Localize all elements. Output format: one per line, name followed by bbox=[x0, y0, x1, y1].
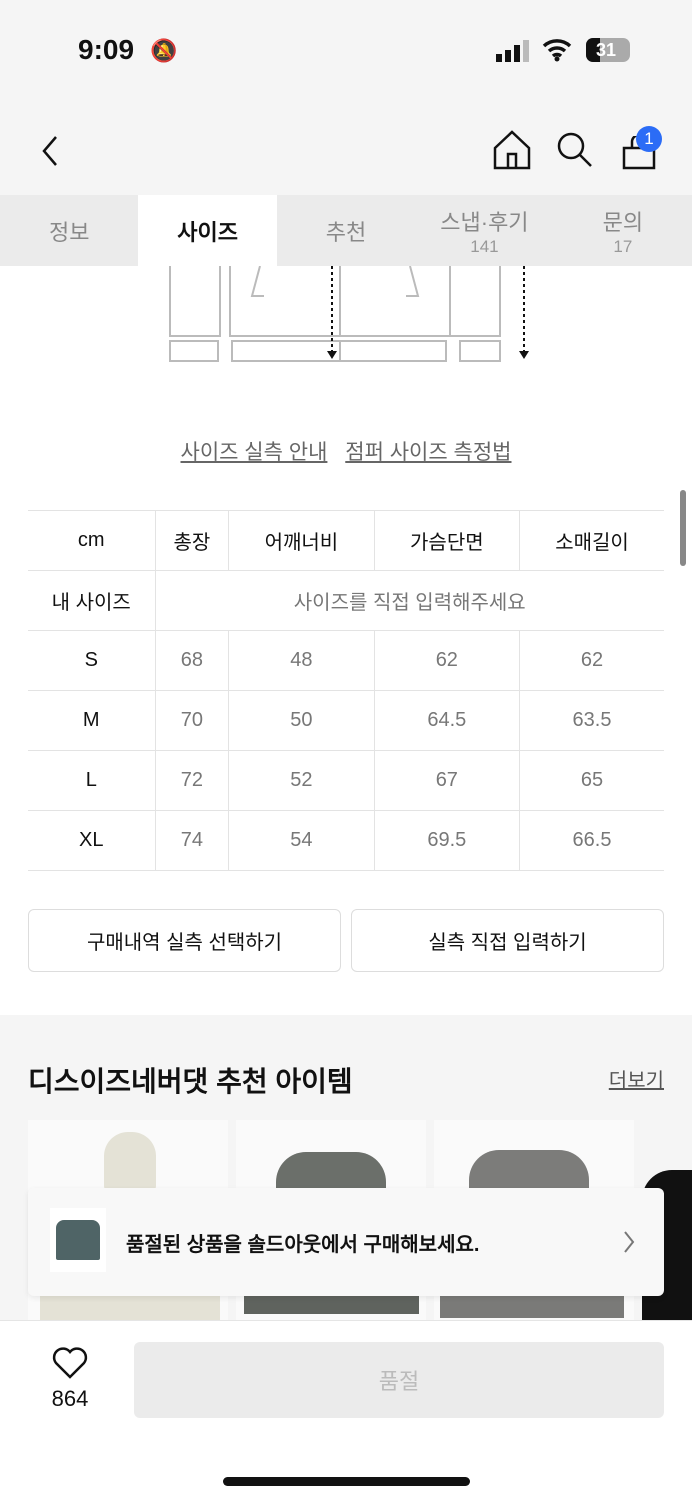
cell: 65 bbox=[519, 750, 664, 811]
cell: 50 bbox=[228, 690, 375, 751]
soldout-button[interactable]: 품절 bbox=[134, 1342, 664, 1418]
tab-snap-review[interactable]: 스냅·후기 141 bbox=[415, 195, 553, 266]
chevron-right-icon bbox=[624, 1231, 635, 1253]
soldout-toast[interactable]: 품절된 상품을 솔드아웃에서 구매해보세요. bbox=[28, 1188, 664, 1296]
table-row: S 68 48 62 62 bbox=[28, 630, 664, 691]
tab-label: 정보 bbox=[48, 219, 90, 245]
cell: 74 bbox=[154, 810, 229, 871]
like-count: 864 bbox=[51, 1386, 89, 1411]
header-cell: cm bbox=[28, 510, 156, 571]
recommend-title: 디스이즈네버댓 추천 아이템 bbox=[28, 1066, 353, 1097]
home-indicator[interactable] bbox=[223, 1477, 470, 1486]
cell: 70 bbox=[154, 690, 229, 751]
tab-count: 17 bbox=[613, 236, 633, 256]
cell: XL bbox=[28, 810, 156, 871]
home-icon[interactable] bbox=[493, 130, 531, 170]
tab-label: 사이즈 bbox=[177, 219, 238, 245]
toast-thumbnail bbox=[50, 1208, 106, 1272]
battery-icon: 31 bbox=[586, 38, 630, 62]
jacket-measure-diagram bbox=[169, 266, 529, 362]
manual-input-button[interactable]: 실측 직접 입력하기 bbox=[351, 909, 664, 972]
tab-label: 추천 bbox=[325, 219, 367, 245]
status-bar: 9:09 🔕 31 bbox=[0, 0, 692, 100]
my-size-label: 내 사이즈 bbox=[28, 570, 156, 631]
size-links: 사이즈 실측 안내 점퍼 사이즈 측정법 bbox=[0, 436, 692, 466]
cell: 54 bbox=[228, 810, 375, 871]
back-icon[interactable] bbox=[38, 135, 62, 167]
cell: 52 bbox=[228, 750, 375, 811]
cell: 63.5 bbox=[519, 690, 664, 751]
top-nav: 1 bbox=[0, 100, 692, 195]
header-cell: 어깨너비 bbox=[228, 510, 375, 571]
header-cell: 총장 bbox=[154, 510, 229, 571]
cell: 62 bbox=[519, 630, 664, 691]
table-row: M 70 50 64.5 63.5 bbox=[28, 690, 664, 751]
my-size-row[interactable]: 내 사이즈 사이즈를 직접 입력해주세요 bbox=[28, 570, 664, 631]
tab-info[interactable]: 정보 bbox=[0, 195, 138, 266]
tab-label: 문의 bbox=[602, 209, 644, 235]
cell: S bbox=[28, 630, 156, 691]
heart-icon[interactable] bbox=[52, 1346, 88, 1380]
tab-size[interactable]: 사이즈 bbox=[138, 195, 277, 266]
cell: 66.5 bbox=[519, 810, 664, 871]
tab-inquiry[interactable]: 문의 17 bbox=[554, 195, 692, 266]
size-table: cm 총장 어깨너비 가슴단면 소매길이 내 사이즈 사이즈를 직접 입력해주세… bbox=[28, 510, 664, 871]
tab-bar: 정보 사이즈 추천 스냅·후기 141 문의 17 bbox=[0, 195, 692, 266]
cell: 64.5 bbox=[373, 690, 520, 751]
cell: 48 bbox=[228, 630, 375, 691]
measure-method-link[interactable]: 점퍼 사이즈 측정법 bbox=[345, 441, 512, 464]
cell: 67 bbox=[373, 750, 520, 811]
product-image bbox=[104, 1132, 156, 1192]
clock: 9:09 bbox=[78, 34, 135, 65]
header-cell: 소매길이 bbox=[519, 510, 664, 571]
cell: L bbox=[28, 750, 156, 811]
cart-badge: 1 bbox=[636, 126, 662, 152]
scrollbar[interactable] bbox=[680, 490, 686, 566]
wifi-icon bbox=[542, 39, 572, 62]
more-link[interactable]: 더보기 bbox=[608, 1070, 664, 1092]
tab-count: 141 bbox=[470, 236, 499, 256]
table-row: L 72 52 67 65 bbox=[28, 750, 664, 811]
header-cell: 가슴단면 bbox=[373, 510, 520, 571]
signal-icon bbox=[496, 40, 529, 62]
cell: 69.5 bbox=[373, 810, 520, 871]
cell: 68 bbox=[154, 630, 229, 691]
product-image bbox=[244, 1292, 419, 1314]
tab-recommend[interactable]: 추천 bbox=[277, 195, 415, 266]
product-image bbox=[469, 1150, 589, 1192]
table-header-row: cm 총장 어깨너비 가슴단면 소매길이 bbox=[28, 510, 664, 571]
search-icon[interactable] bbox=[556, 131, 594, 169]
tab-label: 스냅·후기 bbox=[440, 209, 529, 235]
cell: 72 bbox=[154, 750, 229, 811]
size-guide-link[interactable]: 사이즈 실측 안내 bbox=[180, 441, 328, 464]
purchase-history-button[interactable]: 구매내역 실측 선택하기 bbox=[28, 909, 341, 972]
my-size-input[interactable]: 사이즈를 직접 입력해주세요 bbox=[154, 570, 664, 631]
toast-text: 품절된 상품을 솔드아웃에서 구매해보세요. bbox=[126, 1234, 480, 1256]
cell: 62 bbox=[373, 630, 520, 691]
mute-bell-icon: 🔕 bbox=[150, 38, 178, 63]
cell: M bbox=[28, 690, 156, 751]
table-row: XL 74 54 69.5 66.5 bbox=[28, 810, 664, 871]
product-image bbox=[276, 1152, 386, 1192]
